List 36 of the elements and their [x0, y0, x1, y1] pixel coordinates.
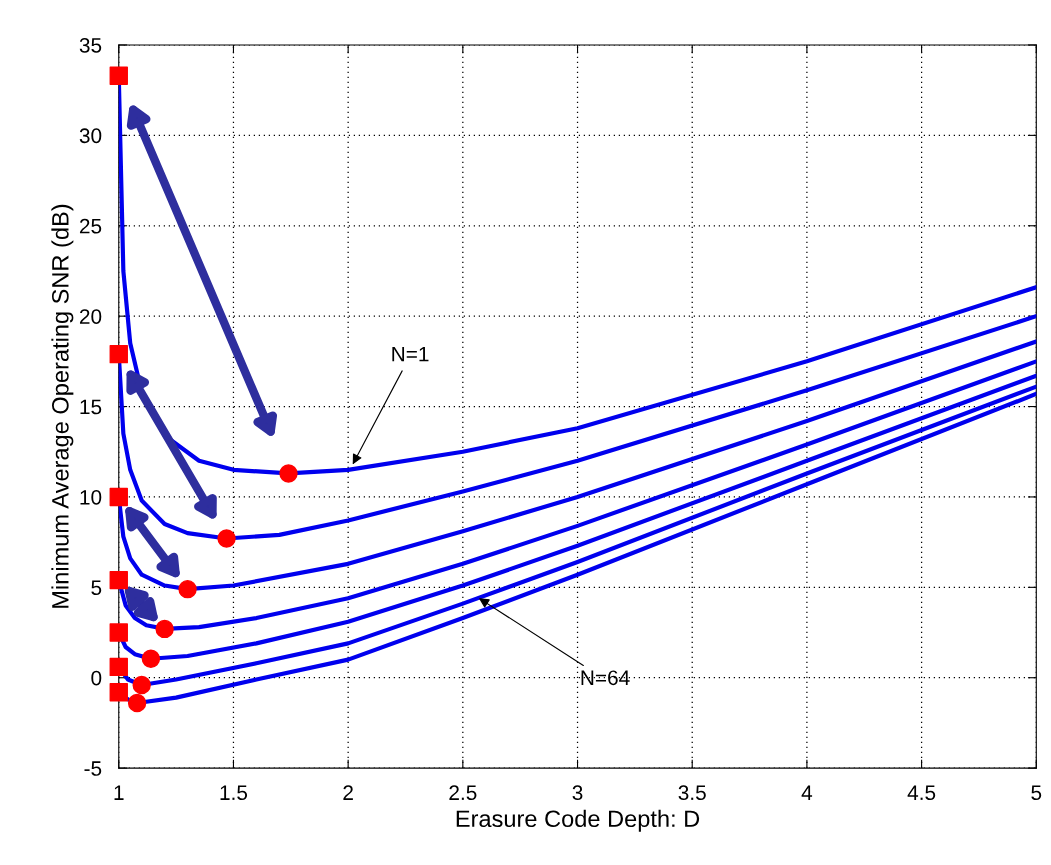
x-tick-label: 1	[114, 785, 124, 800]
y-tick-label: 20	[79, 309, 102, 324]
point	[132, 675, 151, 695]
point	[109, 66, 128, 85]
y-tick-label: 30	[79, 128, 102, 144]
point	[279, 464, 298, 483]
x-tick-label: 4.5	[907, 785, 936, 801]
x-tick-label: 3.5	[678, 785, 706, 801]
point	[109, 623, 128, 642]
y-axis-title: Minimum Average Operating SNR (dB)	[51, 204, 74, 608]
x-tick-label: 2	[343, 785, 353, 800]
point	[217, 529, 236, 548]
x-tick-label: 3	[572, 785, 583, 801]
point	[155, 619, 174, 639]
point	[109, 682, 128, 702]
point	[109, 487, 128, 507]
point	[178, 579, 197, 599]
x-tick-label: 4	[801, 785, 813, 800]
point	[109, 570, 128, 590]
y-tick-label: -5	[84, 761, 102, 776]
x-axis-title: Erasure Code Depth: D	[456, 809, 700, 832]
y-tick-label: 5	[91, 580, 102, 596]
point	[109, 657, 128, 677]
x-tick-label: 2.5	[449, 785, 477, 801]
point	[109, 344, 128, 364]
y-tick-label: 10	[80, 489, 102, 505]
x-tick-label: 1.5	[220, 785, 248, 801]
annotation: N=64	[581, 670, 630, 686]
y-tick-label: 0	[91, 670, 102, 686]
x-tick-label: 5	[1031, 785, 1042, 801]
y-tick-label: 15	[80, 399, 102, 415]
annotation: N=1	[392, 346, 429, 362]
y-tick-label: 25	[79, 218, 102, 234]
point	[127, 693, 147, 713]
point	[141, 649, 161, 668]
y-tick-label: 35	[79, 37, 102, 53]
